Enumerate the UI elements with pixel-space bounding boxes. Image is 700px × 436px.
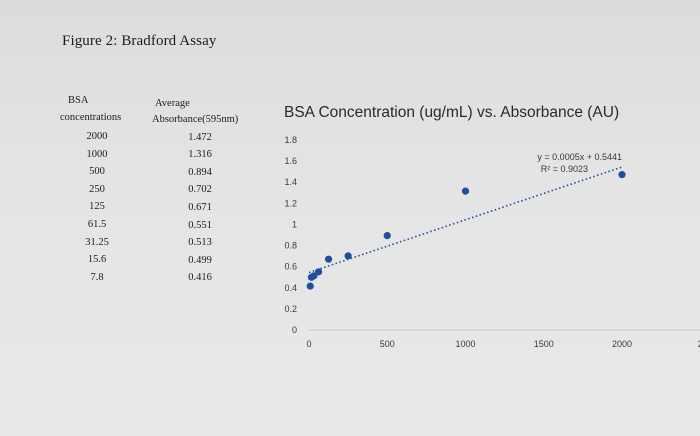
table-cell-absorbance: 0.671	[188, 201, 212, 213]
data-point	[315, 268, 323, 276]
chart-title: BSA Concentration (ug/mL) vs. Absorbance…	[284, 104, 620, 121]
x-tick-label: 1500	[534, 339, 554, 349]
y-tick-label: 0.2	[284, 304, 297, 314]
table-cell-concentration: 1000	[86, 148, 108, 160]
trendline	[308, 166, 623, 274]
table-cell-concentration: 250	[89, 183, 105, 195]
table-cell-absorbance: 0.513	[188, 237, 212, 249]
data-point	[324, 255, 333, 263]
table-cell-concentration: 7.8	[90, 271, 104, 283]
table-cell-concentration: 61.5	[87, 219, 107, 230]
col2-header-line2: Absorbance(595nm)	[152, 114, 239, 125]
data-point	[618, 171, 626, 179]
table-cell-absorbance: 0.416	[188, 272, 212, 284]
x-tick-label: 500	[380, 339, 395, 349]
table-cell-absorbance: 0.894	[188, 166, 212, 178]
col1-header-line1: BSA	[68, 95, 89, 106]
table-cell-absorbance: 0.702	[188, 184, 212, 196]
x-tick-label: 1000	[455, 339, 475, 349]
y-tick-label: 1.2	[284, 198, 297, 208]
y-tick-label: 0.8	[284, 241, 297, 251]
y-tick-label: 1	[292, 219, 297, 229]
table-cell-absorbance: 0.551	[188, 219, 212, 231]
data-point	[307, 273, 316, 281]
data-point	[461, 187, 470, 195]
trendline-equation: y = 0.0005x + 0.5441	[537, 152, 622, 162]
data-point	[383, 232, 391, 240]
col1-header-line2: concentrations	[60, 112, 122, 123]
table-cell-absorbance: 1.472	[188, 131, 212, 143]
data-point	[344, 252, 352, 260]
x-tick-label: 0	[306, 339, 311, 349]
col2-header-line1: Average	[155, 98, 190, 109]
table-cell-concentration: 2000	[86, 131, 108, 142]
table-cell-absorbance: 0.499	[188, 254, 212, 266]
table-cell-concentration: 15.6	[87, 254, 107, 266]
y-tick-label: 0	[292, 325, 297, 335]
table-cell-concentration: 31.25	[85, 236, 109, 248]
y-tick-label: 1.4	[284, 177, 297, 187]
y-tick-label: 1.6	[284, 156, 297, 166]
x-tick-label: 2000	[612, 339, 632, 349]
y-tick-label: 0.6	[284, 262, 297, 272]
y-tick-label: 0.4	[284, 283, 297, 293]
trendline-r-squared: R² = 0.9023	[541, 164, 588, 174]
y-tick-label: 1.8	[284, 135, 297, 145]
table-cell-concentration: 125	[89, 201, 105, 213]
table-cell-absorbance: 1.316	[188, 149, 212, 161]
x-tick-label: 2	[698, 339, 700, 349]
table-cell-concentration: 500	[89, 166, 105, 178]
figure-title: Figure 2: Bradford Assay	[62, 33, 217, 49]
data-point	[306, 282, 314, 290]
